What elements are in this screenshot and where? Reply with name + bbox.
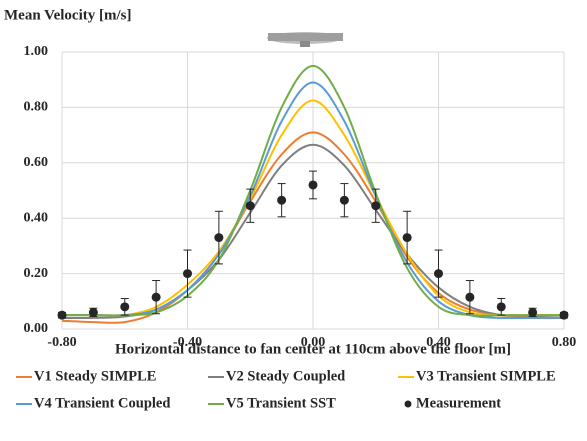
legend-label: V2 Steady Coupled <box>226 368 345 384</box>
marker <box>465 292 475 302</box>
y-tick-label: 0.60 <box>24 155 49 170</box>
fan-image <box>267 32 343 47</box>
legend-label: V1 Steady SIMPLE <box>34 368 156 384</box>
marker <box>183 269 192 279</box>
marker <box>245 201 255 211</box>
marker <box>151 292 161 302</box>
marker <box>528 307 538 317</box>
marker <box>339 195 349 205</box>
marker <box>496 302 506 312</box>
marker <box>120 302 130 312</box>
y-tick-label: 0.80 <box>24 100 49 115</box>
legend-label: V4 Transient Coupled <box>34 395 170 411</box>
legend-marker <box>404 400 412 408</box>
x-tick-label: -0.80 <box>47 335 76 350</box>
legend-label: V5 Transient SST <box>226 395 336 411</box>
marker <box>559 310 569 320</box>
y-tick-label: 1.00 <box>24 44 49 59</box>
marker <box>88 307 98 317</box>
legend-label: V3 Transient SIMPLE <box>416 368 556 384</box>
y-tick-label: 0.00 <box>24 321 49 336</box>
marker <box>402 233 412 243</box>
marker <box>214 233 224 243</box>
marker <box>434 269 443 279</box>
y-tick-label: 0.20 <box>24 266 49 281</box>
marker <box>57 310 67 320</box>
y-tick-label: 0.40 <box>24 210 49 225</box>
marker <box>308 180 318 190</box>
x-tick-label: 0.40 <box>426 335 451 350</box>
x-tick-label: 0.00 <box>301 335 326 350</box>
legend-label: Measurement <box>416 395 501 411</box>
series-line <box>61 99 564 317</box>
marker <box>277 195 287 205</box>
x-axis-label: Horizontal distance to fan center at 110… <box>115 341 511 357</box>
series-line <box>61 64 564 317</box>
marker <box>371 201 381 211</box>
series-line <box>61 131 565 324</box>
chart-title: Mean Velocity [m/s] <box>4 7 131 23</box>
x-tick-label: -0.40 <box>173 335 202 350</box>
x-tick-label: 0.80 <box>552 335 577 350</box>
